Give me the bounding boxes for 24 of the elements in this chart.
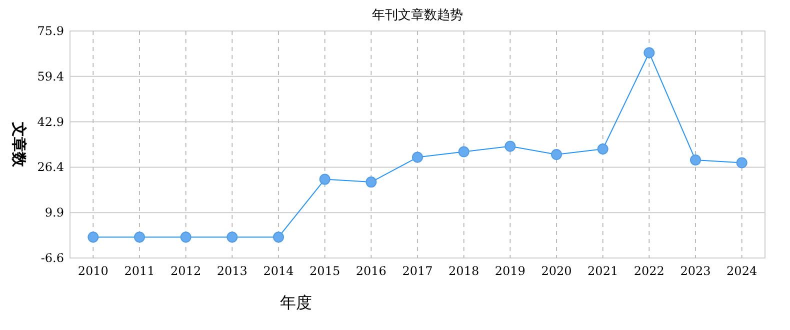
y-tick-label: 42.9 <box>37 114 64 129</box>
x-tick-label: 2023 <box>680 264 711 278</box>
x-tick-label: 2020 <box>541 264 572 278</box>
y-tick-label: 59.4 <box>37 69 64 84</box>
x-tick-label: 2011 <box>124 264 155 278</box>
x-tick-label: 2017 <box>402 264 433 278</box>
x-tick-label: 2019 <box>494 264 526 278</box>
x-axis-title: 年度 <box>280 293 312 312</box>
x-tick-label: 2021 <box>588 264 618 278</box>
y-tick-label: -6.6 <box>40 251 64 265</box>
x-tick-label: 2012 <box>170 264 202 278</box>
x-tick-label: 2013 <box>216 264 248 278</box>
y-tick-label: 26.4 <box>37 160 64 174</box>
y-tick-label: 9.9 <box>44 206 64 220</box>
x-tick-label: 2022 <box>634 264 664 278</box>
x-tick-label: 2010 <box>78 264 108 278</box>
y-tick-label: 75.9 <box>37 24 64 38</box>
x-tick-label: 2016 <box>356 264 386 278</box>
x-tick-label: 2024 <box>726 264 758 278</box>
x-tick-label: 2015 <box>310 264 340 278</box>
chart-title: 年刊文章数趋势 <box>372 8 463 23</box>
x-tick-label: 2014 <box>263 264 294 278</box>
x-tick-label: 2018 <box>448 264 480 278</box>
y-axis-title: 文章数 <box>10 121 28 168</box>
